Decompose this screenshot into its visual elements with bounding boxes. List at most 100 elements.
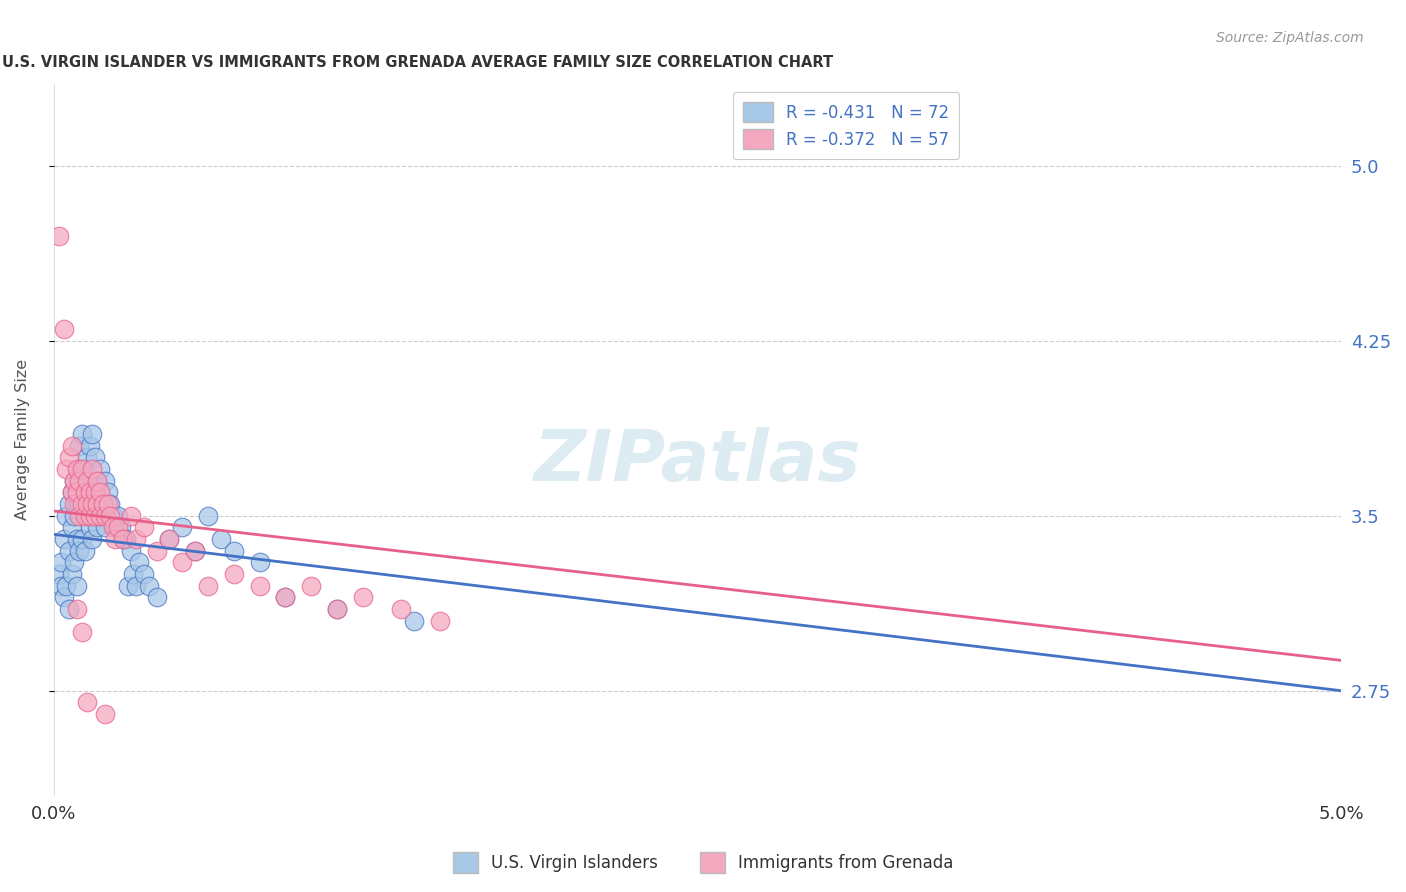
Point bbox=[79, 485, 101, 500]
Point bbox=[122, 567, 145, 582]
Point bbox=[86, 520, 108, 534]
Point bbox=[274, 591, 297, 605]
Point bbox=[83, 450, 105, 465]
Point bbox=[73, 462, 96, 476]
Point bbox=[429, 614, 451, 628]
Point bbox=[110, 520, 132, 534]
Point bbox=[60, 485, 83, 500]
Point bbox=[97, 485, 120, 500]
Point bbox=[70, 426, 93, 441]
Point bbox=[91, 497, 114, 511]
Point bbox=[209, 532, 232, 546]
Point bbox=[172, 520, 194, 534]
Point bbox=[138, 579, 160, 593]
Point bbox=[70, 474, 93, 488]
Point bbox=[98, 508, 121, 523]
Point bbox=[58, 497, 80, 511]
Point bbox=[132, 567, 155, 582]
Point bbox=[52, 322, 75, 336]
Point bbox=[73, 485, 96, 500]
Point bbox=[79, 439, 101, 453]
Point bbox=[67, 543, 90, 558]
Point bbox=[98, 497, 121, 511]
Point bbox=[48, 567, 70, 582]
Point bbox=[60, 567, 83, 582]
Point bbox=[172, 555, 194, 569]
Point bbox=[89, 485, 111, 500]
Point bbox=[60, 485, 83, 500]
Point bbox=[86, 474, 108, 488]
Point bbox=[299, 579, 322, 593]
Point bbox=[184, 543, 207, 558]
Point bbox=[82, 497, 104, 511]
Point bbox=[184, 543, 207, 558]
Point bbox=[82, 532, 104, 546]
Point bbox=[83, 508, 105, 523]
Point bbox=[67, 497, 90, 511]
Point bbox=[67, 439, 90, 453]
Point bbox=[55, 508, 77, 523]
Point bbox=[58, 602, 80, 616]
Point bbox=[51, 555, 73, 569]
Point bbox=[89, 508, 111, 523]
Point bbox=[63, 508, 86, 523]
Point bbox=[89, 508, 111, 523]
Point bbox=[63, 474, 86, 488]
Point bbox=[120, 508, 142, 523]
Point bbox=[86, 497, 108, 511]
Point bbox=[51, 579, 73, 593]
Point bbox=[76, 450, 98, 465]
Point bbox=[112, 532, 135, 546]
Point bbox=[326, 602, 349, 616]
Point bbox=[67, 462, 90, 476]
Point bbox=[58, 543, 80, 558]
Point bbox=[66, 485, 89, 500]
Point bbox=[94, 520, 117, 534]
Point bbox=[104, 520, 127, 534]
Point bbox=[70, 462, 93, 476]
Point bbox=[48, 228, 70, 243]
Text: Source: ZipAtlas.com: Source: ZipAtlas.com bbox=[1216, 31, 1364, 45]
Point bbox=[76, 474, 98, 488]
Point bbox=[70, 532, 93, 546]
Point bbox=[274, 591, 297, 605]
Point bbox=[1278, 800, 1301, 814]
Point bbox=[82, 485, 104, 500]
Point bbox=[66, 497, 89, 511]
Point bbox=[91, 497, 114, 511]
Point bbox=[82, 426, 104, 441]
Point bbox=[60, 520, 83, 534]
Point bbox=[326, 602, 349, 616]
Point bbox=[70, 497, 93, 511]
Legend: R = -0.431   N = 72, R = -0.372   N = 57: R = -0.431 N = 72, R = -0.372 N = 57 bbox=[733, 92, 959, 160]
Point bbox=[82, 462, 104, 476]
Point bbox=[76, 508, 98, 523]
Point bbox=[86, 474, 108, 488]
Point bbox=[55, 579, 77, 593]
Point bbox=[128, 555, 150, 569]
Point bbox=[101, 520, 124, 534]
Point bbox=[389, 602, 412, 616]
Point bbox=[79, 508, 101, 523]
Point bbox=[63, 497, 86, 511]
Point bbox=[76, 695, 98, 709]
Point bbox=[76, 497, 98, 511]
Point bbox=[66, 602, 89, 616]
Point bbox=[222, 567, 245, 582]
Point bbox=[70, 625, 93, 640]
Point bbox=[125, 579, 148, 593]
Point bbox=[89, 462, 111, 476]
Point bbox=[73, 497, 96, 511]
Point bbox=[58, 450, 80, 465]
Point bbox=[159, 532, 181, 546]
Point bbox=[66, 532, 89, 546]
Point bbox=[94, 508, 117, 523]
Y-axis label: Average Family Size: Average Family Size bbox=[15, 359, 30, 520]
Point bbox=[67, 508, 90, 523]
Point bbox=[249, 555, 271, 569]
Point bbox=[107, 508, 129, 523]
Text: ZIPatlas: ZIPatlas bbox=[534, 426, 860, 496]
Point bbox=[73, 508, 96, 523]
Point bbox=[222, 543, 245, 558]
Point bbox=[159, 532, 181, 546]
